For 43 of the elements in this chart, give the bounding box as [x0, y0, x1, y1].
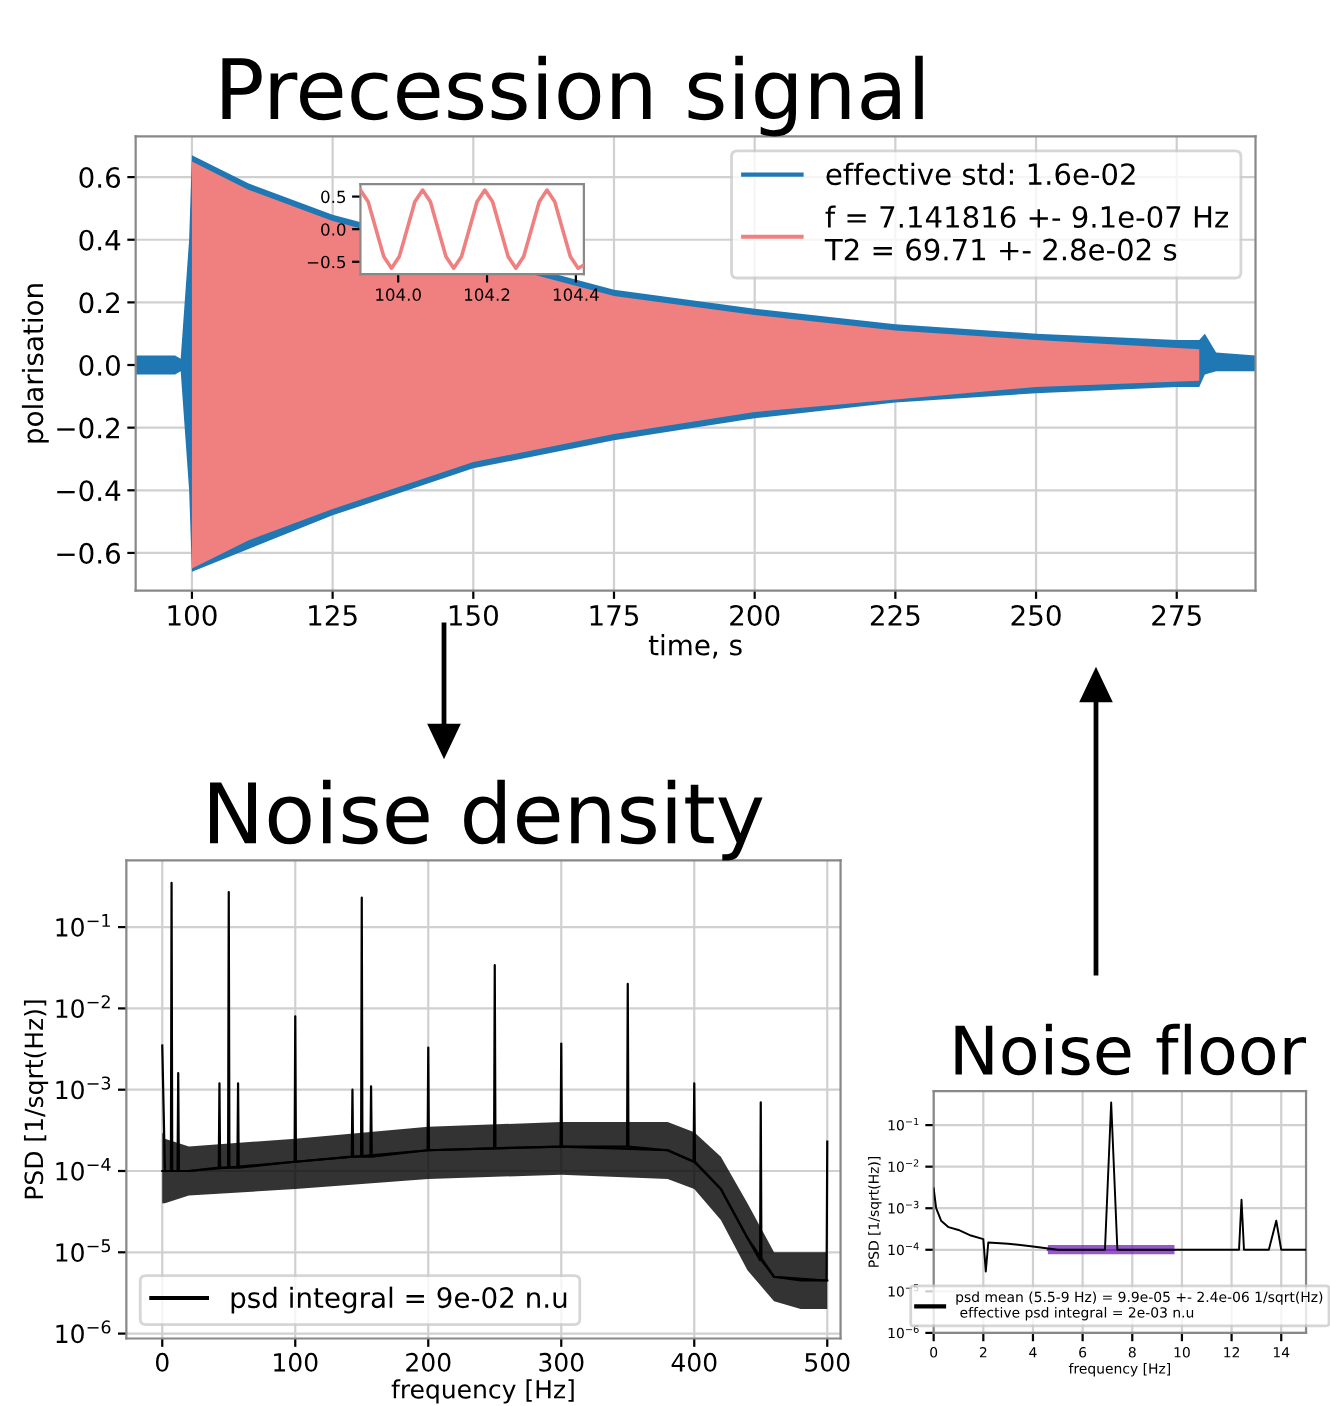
x-tick-label: 104.0 [376, 288, 421, 301]
x-tick-label: 200 [730, 604, 780, 626]
x-tick-label: 100 [274, 1352, 318, 1372]
x-tick-label: 275 [1152, 604, 1201, 626]
y-tick-label: −0.6 [57, 542, 121, 564]
y-tick-label: 0.4 [79, 229, 121, 251]
y-tick-label: 0.5 [321, 190, 346, 204]
x-tick-label: 125 [309, 604, 357, 626]
x-tick-label: 104.4 [553, 288, 599, 301]
y-tick-label: 10$^{−6}$ [56, 1320, 111, 1344]
x-axis-title: frequency [Hz] [391, 1379, 574, 1404]
x-tick-label: 200 [406, 1352, 451, 1372]
y-tick-label: −0.5 [307, 255, 346, 269]
y-tick-label: 10$^{−1}$ [56, 914, 110, 937]
y-tick-label: −0.2 [57, 417, 119, 439]
y-axis-title: polarisation [21, 284, 49, 443]
y-tick-label: 0.6 [79, 167, 121, 189]
x-axis-title: time, s [648, 634, 742, 659]
x-tick-label: 104.2 [465, 288, 510, 301]
x-tick-label: 100 [168, 604, 217, 626]
x-tick-label: 175 [590, 605, 639, 626]
x-tick-label: 250 [1011, 604, 1061, 626]
legend-label: f = 7.141816 +- 9.1e-07 Hz T2 = 69.71 +- 2.8e-02 s [824, 205, 1229, 261]
x-tick-label: 225 [870, 604, 920, 626]
y-tick-label: 0.2 [79, 292, 119, 314]
legend-label: psd integral = 9e-02 n.u [231, 1286, 567, 1314]
y-tick-label: 0.0 [321, 223, 346, 236]
chart-title: Precession signal [222, 55, 923, 137]
legend-label: effective std: 1.6e-02 [826, 162, 1135, 186]
chart-title: Noise floor [955, 1023, 1307, 1076]
y-tick-label: 10$^{−5}$ [56, 1239, 111, 1262]
x-tick-label: 400 [671, 1352, 717, 1372]
y-axis-title: PSD [1/sqrt(Hz)] [23, 1000, 49, 1199]
y-tick-label: 0.0 [79, 354, 120, 376]
x-tick-label: 150 [449, 604, 498, 626]
y-tick-label: 10$^{−4}$ [56, 1157, 111, 1181]
y-tick-label: −0.4 [57, 480, 121, 502]
x-tick-label: 300 [539, 1352, 584, 1372]
x-tick-label: 0 [155, 1352, 169, 1372]
x-tick-label: 500 [805, 1352, 850, 1372]
y-tick-label: 10$^{−2}$ [56, 995, 110, 1019]
chart-title: Noise density [210, 779, 763, 861]
y-tick-label: 10$^{−3}$ [56, 1076, 111, 1100]
